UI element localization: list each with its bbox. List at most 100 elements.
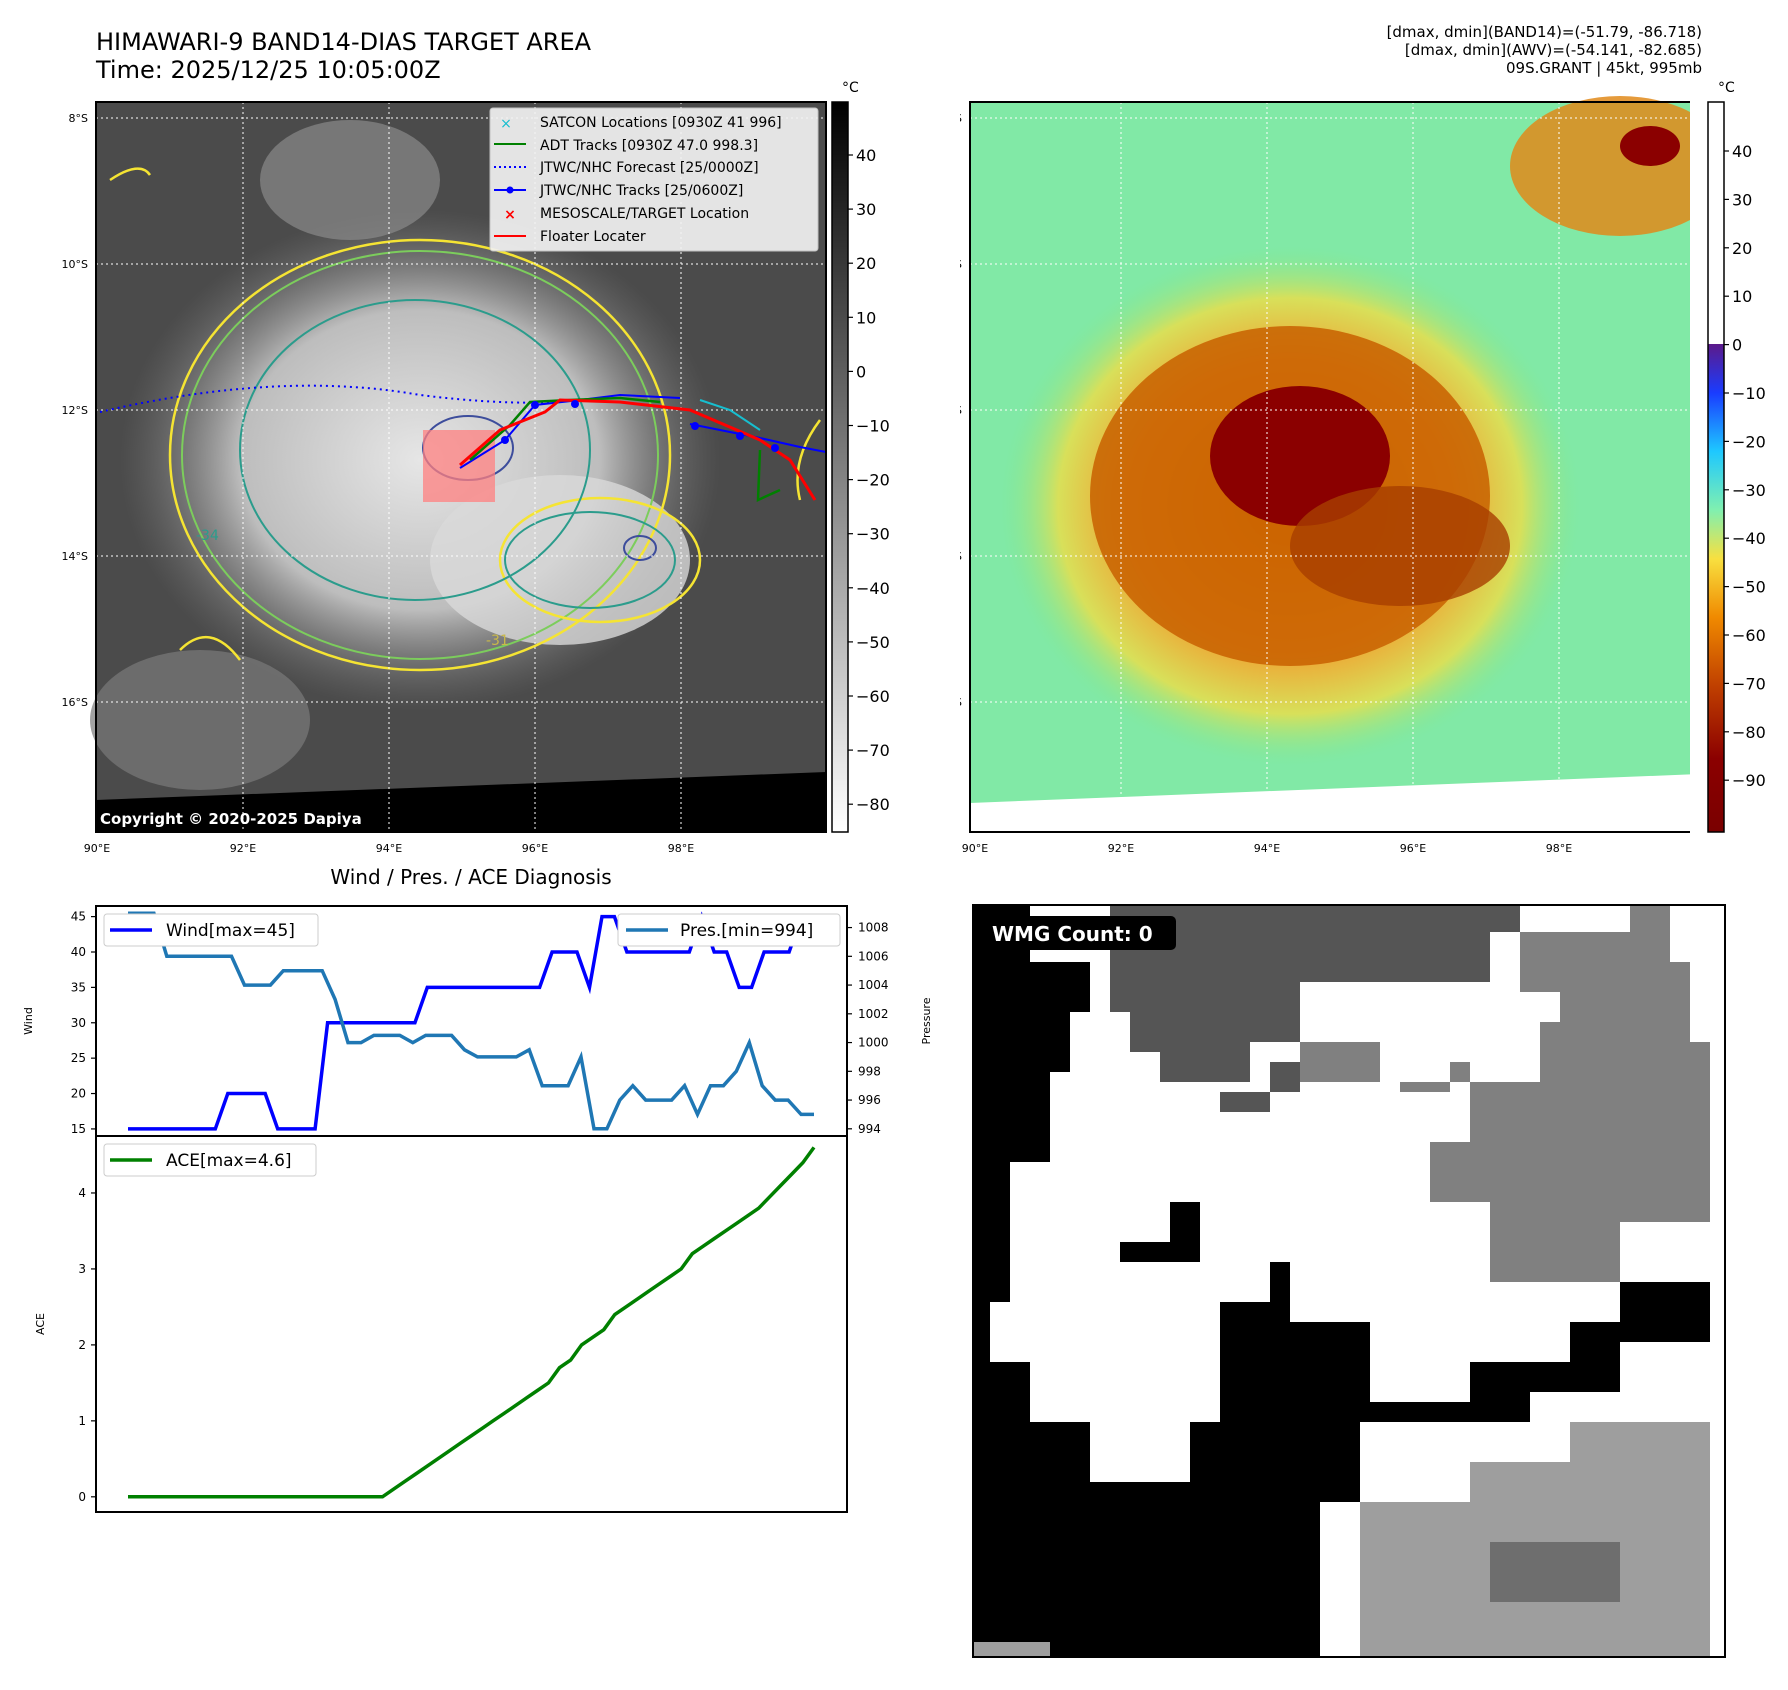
legend-jtwc-tracks: JTWC/NHC Tracks [25/0600Z] <box>494 183 743 199</box>
svg-text:98°E: 98°E <box>1546 842 1572 855</box>
map-legend: × SATCON Locations [0930Z 41 996] ADT Tr… <box>489 107 819 252</box>
svg-text:ADT Tracks [0930Z 47.0 998.3]: ADT Tracks [0930Z 47.0 998.3] <box>540 138 758 154</box>
svg-text:12°S: 12°S <box>62 404 88 417</box>
tick-label: 996 <box>858 1093 881 1107</box>
tick-label: 4 <box>78 1186 86 1200</box>
ace-axis-label: ACE <box>34 1313 47 1335</box>
pressure-series-line <box>128 911 814 1131</box>
svg-text:94°E: 94°E <box>376 842 402 855</box>
title-line-2: Time: 2025/12/25 10:05:00Z <box>96 56 441 84</box>
tick-label: 1008 <box>858 921 889 935</box>
tick-label: 1 <box>78 1414 86 1428</box>
ir-map-panel: -34 -31 × SATCON Locations [0930Z 41 996… <box>62 101 827 855</box>
svg-text:92°E: 92°E <box>1108 842 1134 855</box>
tick-label: 45 <box>71 910 86 924</box>
intensity-info: [dmax, dmin](BAND14)=(-51.79, -86.718) [… <box>1387 23 1702 77</box>
wind-axis-label: Wind <box>22 1007 35 1035</box>
svg-text:14°S: 14°S <box>960 550 962 563</box>
awv-ticks: 40 30 20 10 0 −10 −20 −30 −40 −50 −60 −70 −80 −90 <box>1724 142 1766 790</box>
band14-tick-label: −20 <box>856 471 890 490</box>
tick-label: 994 <box>858 1122 881 1136</box>
band14-tick-label: −60 <box>856 687 890 706</box>
svg-text:90°E: 90°E <box>962 842 988 855</box>
svg-text:8°S: 8°S <box>960 112 962 125</box>
svg-text:×: × <box>500 116 512 132</box>
tick-label: 40 <box>71 945 86 959</box>
awv-map-panel: 8°S 10°S 12°S 14°S 16°S 90°E 92°E 94°E 9… <box>960 96 1690 855</box>
band14-tick-label: −10 <box>856 417 890 436</box>
svg-text:JTWC/NHC Forecast [25/0000Z]: JTWC/NHC Forecast [25/0000Z] <box>539 160 759 176</box>
ace-legend-label: ACE[max=4.6] <box>166 1151 292 1171</box>
band14-unit: °C <box>842 80 859 96</box>
tick-label: 1000 <box>858 1036 889 1050</box>
info-line-3: 09S.GRANT | 45kt, 995mb <box>1505 59 1702 77</box>
awv-tick-label: −50 <box>1732 578 1766 597</box>
wmg-count-badge: WMG Count: 0 <box>984 916 1176 950</box>
map-frame <box>95 101 827 833</box>
band14-tick-label: −80 <box>856 795 890 814</box>
pressure-axis-label: Pressure <box>920 997 933 1044</box>
legend-mesoscale: × MESOSCALE/TARGET Location <box>504 206 749 223</box>
svg-text:10°S: 10°S <box>62 258 88 271</box>
awv-tick-label: 10 <box>1732 287 1752 306</box>
tick-label: 1002 <box>858 1007 889 1021</box>
awv-tick-label: −20 <box>1732 432 1766 451</box>
tick-label: 25 <box>71 1051 86 1065</box>
band14-tick-label: −50 <box>856 633 890 652</box>
wmg-panel: WMG Count: 0 <box>972 904 1726 1658</box>
awv-tick-label: −10 <box>1732 384 1766 403</box>
svg-text:96°E: 96°E <box>1400 842 1426 855</box>
awv-tick-label: −30 <box>1732 481 1766 500</box>
awv-unit: °C <box>1718 80 1735 96</box>
wind-ticks: 15 20 25 30 35 40 45 <box>71 910 96 1136</box>
pressure-legend-label: Pres.[min=994] <box>680 921 813 941</box>
svg-text:SATCON Locations [0930Z 41 996: SATCON Locations [0930Z 41 996] <box>540 115 782 131</box>
pressure-legend: Pres.[min=994] <box>617 913 841 947</box>
awv-tick-label: −90 <box>1732 771 1766 790</box>
ace-legend: ACE[max=4.6] <box>103 1143 317 1177</box>
svg-text:8°S: 8°S <box>69 112 88 125</box>
tick-label: 2 <box>78 1338 86 1352</box>
svg-text:92°E: 92°E <box>230 842 256 855</box>
svg-text:98°E: 98°E <box>668 842 694 855</box>
title-line-1: HIMAWARI-9 BAND14-DIAS TARGET AREA <box>96 28 592 56</box>
lon-labels: 90°E 92°E 94°E 96°E 98°E <box>84 842 694 855</box>
temperature-contours <box>109 167 822 672</box>
storm-tracks <box>99 384 827 502</box>
band14-tick-label: 30 <box>856 200 876 219</box>
awv-tick-label: 30 <box>1732 190 1752 209</box>
awv-tick-label: 40 <box>1732 142 1752 161</box>
svg-text:JTWC/NHC Tracks [25/0600Z]: JTWC/NHC Tracks [25/0600Z] <box>539 183 743 199</box>
tick-label: 0 <box>78 1490 86 1504</box>
band14-tick-label: −70 <box>856 741 890 760</box>
contour-label-34: -34 <box>196 528 219 544</box>
legend-satcon: × SATCON Locations [0930Z 41 996] <box>500 115 781 132</box>
tick-label: 35 <box>71 980 86 994</box>
tick-label: 1004 <box>858 978 889 992</box>
diagnosis-title: Wind / Pres. / ACE Diagnosis <box>330 865 611 889</box>
legend-floater: Floater Locater <box>494 229 646 245</box>
tick-label: 20 <box>71 1087 86 1101</box>
awv-grid-lines <box>970 102 1690 832</box>
lat-labels: 8°S 10°S 12°S 14°S 16°S <box>62 112 88 709</box>
chart-title: HIMAWARI-9 BAND14-DIAS TARGET AREA Time:… <box>96 28 591 84</box>
contour-label-31: -31 <box>486 633 509 649</box>
tick-label: 1006 <box>858 949 889 963</box>
svg-text:96°E: 96°E <box>522 842 548 855</box>
svg-text:Floater Locater: Floater Locater <box>540 229 646 245</box>
awv-tick-label: 20 <box>1732 239 1752 258</box>
band14-tick-label: 40 <box>856 146 876 165</box>
awv-lat-labels: 8°S 10°S 12°S 14°S 16°S <box>960 112 962 709</box>
svg-text:10°S: 10°S <box>960 258 962 271</box>
wind-legend: Wind[max=45] <box>103 913 319 947</box>
diagnosis-chart: Wind / Pres. / ACE Diagnosis 15202530354… <box>22 865 933 1513</box>
awv-imagery <box>970 96 1690 832</box>
awv-tick-label: −80 <box>1732 723 1766 742</box>
info-line-1: [dmax, dmin](BAND14)=(-51.79, -86.718) <box>1386 23 1702 41</box>
band14-tick-label: 20 <box>856 254 876 273</box>
band14-colorbar: °C 40 30 20 10 0 −10 −20 −30 −40 −50 −60 −70 −80 <box>831 80 890 833</box>
band14-tick-label: 0 <box>856 362 866 381</box>
wind-legend-label: Wind[max=45] <box>166 921 295 941</box>
tick-label: 998 <box>858 1064 881 1078</box>
info-line-2: [dmax, dmin](AWV)=(-54.141, -82.685) <box>1404 41 1702 59</box>
